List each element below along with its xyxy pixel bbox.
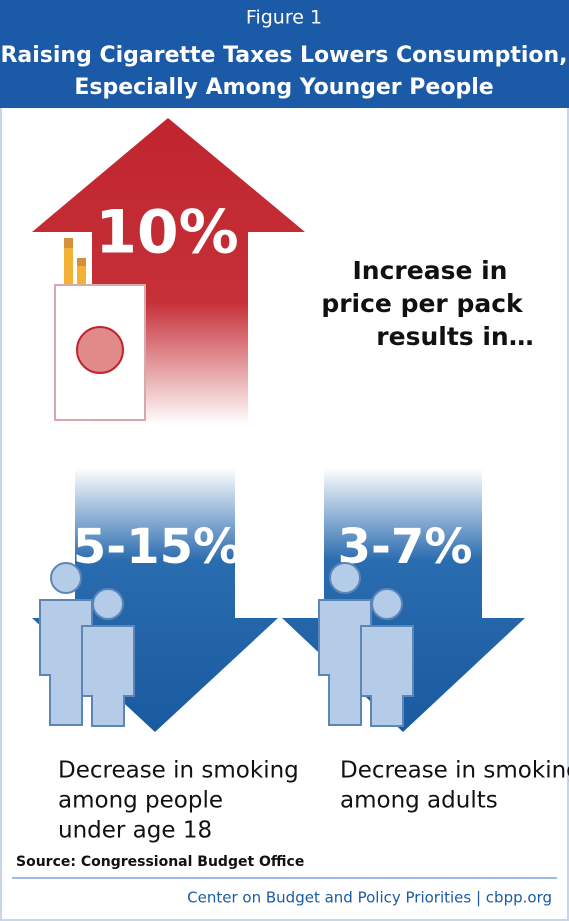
price-caption: price per pack xyxy=(321,289,524,318)
youth-caption: under age 18 xyxy=(58,818,212,844)
adults-caption: Decrease in smoking xyxy=(340,758,569,784)
footer: Center on Budget and Policy Priorities |… xyxy=(187,889,552,907)
price-value: 10% xyxy=(95,198,239,268)
cigarette-pack xyxy=(54,238,146,421)
price-caption: results in… xyxy=(376,322,533,351)
title-line: Raising Cigarette Taxes Lowers Consumpti… xyxy=(0,43,567,68)
youth-caption: Decrease in smoking xyxy=(58,758,299,784)
people-icon xyxy=(39,562,135,727)
youth-caption: among people xyxy=(58,788,223,814)
adults-caption: among adults xyxy=(340,788,498,814)
people-icon xyxy=(318,562,414,727)
price-caption: Increase in xyxy=(353,256,508,285)
source: Source: Congressional Budget Office xyxy=(16,854,304,870)
header-band xyxy=(0,0,569,108)
title-line: Especially Among Younger People xyxy=(74,75,493,100)
figure-label: Figure 1 xyxy=(246,7,322,29)
youth-value: 5-15% xyxy=(73,519,241,575)
adults-value: 3-7% xyxy=(338,519,473,575)
